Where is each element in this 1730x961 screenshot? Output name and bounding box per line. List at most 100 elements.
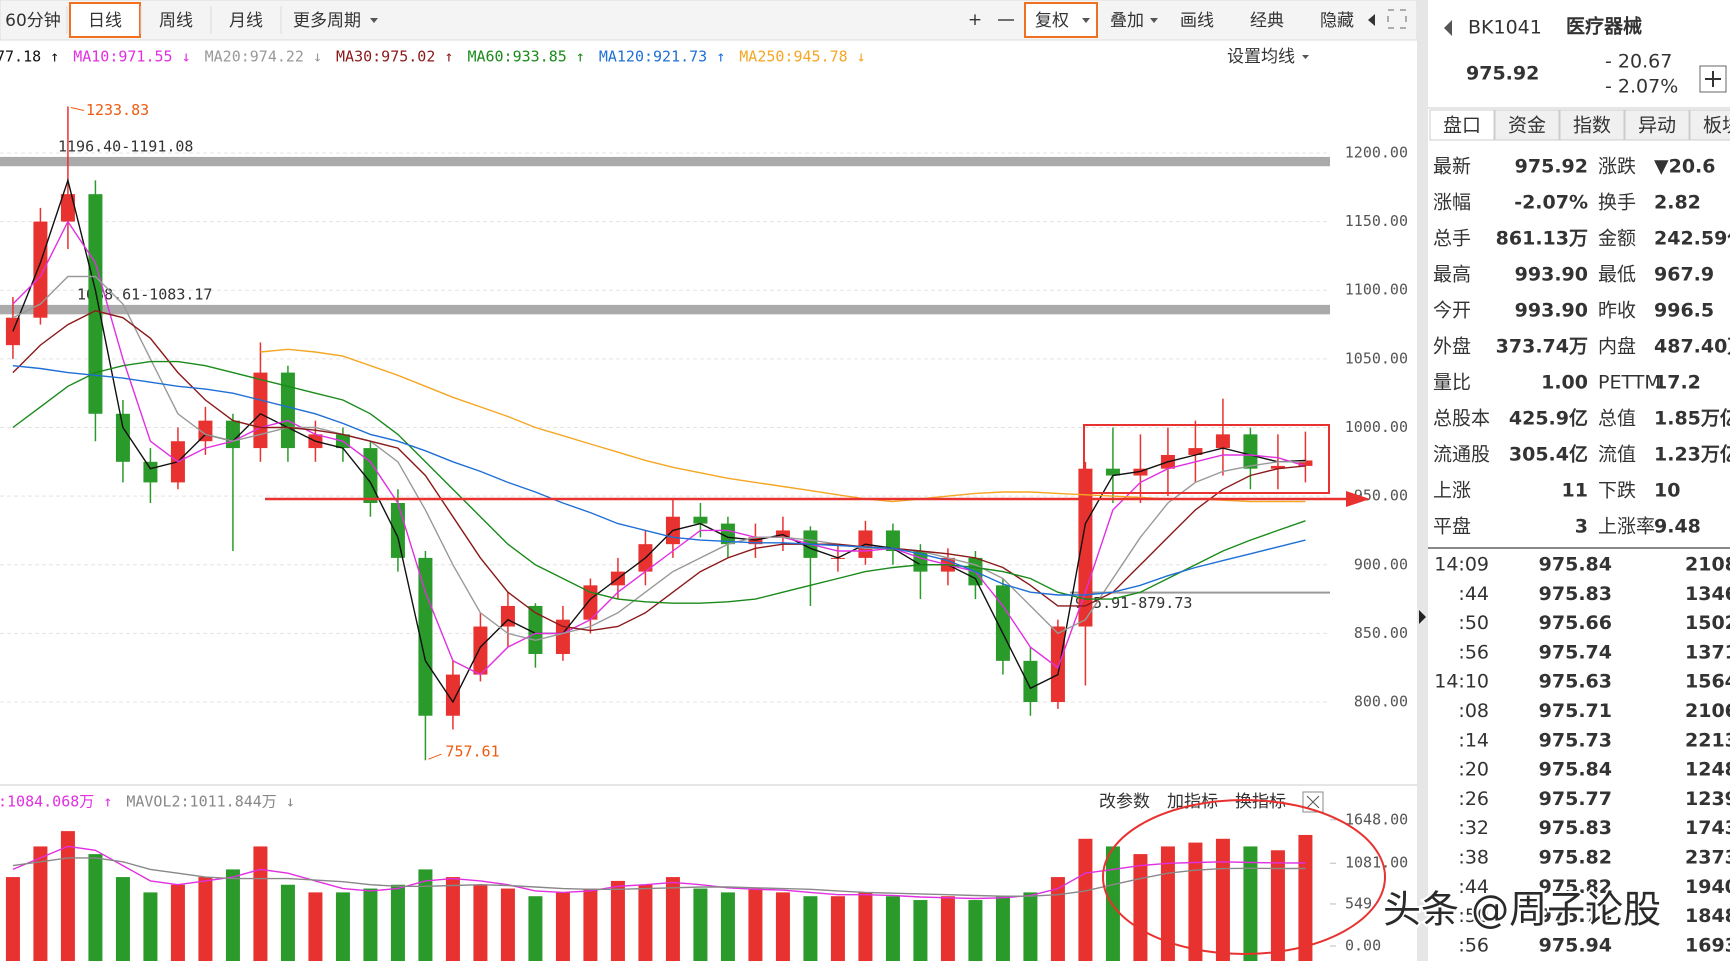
volume-bar — [913, 900, 928, 961]
period-button[interactable]: 60分钟 — [5, 11, 61, 31]
divider[interactable] — [1417, 0, 1428, 961]
tab[interactable]: 指数 — [1573, 115, 1611, 137]
period-button[interactable]: 更多周期 — [293, 11, 361, 31]
volume-bar — [363, 888, 378, 961]
volume-bar — [665, 877, 680, 961]
ma-line — [12, 365, 1306, 596]
tab-bg[interactable] — [1429, 109, 1495, 141]
collapse-arrow[interactable] — [1419, 610, 1426, 624]
tab[interactable]: 异动 — [1638, 115, 1676, 137]
tab[interactable]: 板块 — [1703, 115, 1730, 137]
field-label: 总手 — [1433, 228, 1471, 250]
volume-bar — [88, 854, 103, 961]
period-button[interactable]: 周线 — [159, 11, 193, 31]
zoom-in[interactable]: + — [968, 10, 982, 30]
back-arrow[interactable] — [1444, 20, 1452, 36]
volume-bar — [143, 892, 158, 961]
period-button[interactable]: 日线 — [88, 11, 122, 31]
y-tick-label: 1100.00 — [1345, 281, 1408, 299]
volume-bar — [33, 846, 48, 961]
indicator-button[interactable]: 改参数 — [1099, 792, 1150, 812]
legend-entry[interactable]: :1084.068万 ↑ — [0, 793, 112, 811]
tool-button[interactable]: 隐藏 — [1320, 11, 1354, 31]
y-tick-label: 850.00 — [1354, 624, 1408, 642]
ma-line — [12, 220, 1306, 676]
tool-button[interactable]: 叠加 — [1110, 11, 1144, 31]
volume-bar — [473, 884, 488, 961]
tab[interactable]: 盘口 — [1443, 115, 1481, 137]
tick-volume: 2106 — [1685, 700, 1730, 722]
name: 医疗器械 — [1566, 15, 1642, 38]
ma-settings[interactable]: 设置均线 — [1227, 47, 1295, 67]
tab[interactable]: 资金 — [1508, 115, 1546, 137]
add-icon — [1705, 71, 1721, 87]
code: BK1041 — [1468, 17, 1542, 39]
field-label: 量比 — [1433, 372, 1471, 394]
tick-time: 14:10 — [1434, 671, 1489, 693]
tab-bg[interactable] — [1494, 109, 1560, 141]
field-label: 最新 — [1433, 156, 1471, 178]
legend-entry[interactable]: MA20:974.22 ↓ — [205, 48, 322, 66]
tick-time: 14:09 — [1434, 554, 1489, 576]
field-value: 305.4亿 — [1509, 443, 1588, 466]
volume-bar — [555, 892, 570, 961]
tab-bg[interactable] — [1624, 109, 1690, 141]
volume-bar — [335, 892, 350, 961]
field-value: -2.07% — [1514, 192, 1588, 214]
candle-body — [473, 626, 488, 675]
field-label: 总值 — [1598, 408, 1636, 430]
field-label: PETTM — [1598, 372, 1661, 394]
peak-pointer — [70, 107, 85, 112]
volume-bar — [720, 892, 735, 961]
tick-volume: 1248 — [1685, 759, 1730, 781]
tool-button[interactable]: 经典 — [1250, 11, 1284, 31]
fullscreen-icon[interactable] — [1387, 9, 1407, 29]
volume-bar — [693, 888, 708, 961]
candle-body — [253, 372, 268, 449]
candle-body — [418, 557, 433, 716]
candle-body — [198, 420, 213, 442]
candle-body — [775, 530, 790, 538]
legend-entry[interactable]: MA250:945.78 ↓ — [739, 48, 865, 66]
y-tick-label: 900.00 — [1354, 555, 1408, 573]
indicator-button[interactable]: 加指标 — [1167, 792, 1218, 812]
candle-body — [88, 194, 103, 414]
legend-entry[interactable]: MA120:921.73 ↑ — [599, 48, 725, 66]
tick-time: :56 — [1458, 934, 1489, 956]
tick-time: :14 — [1458, 729, 1489, 751]
legend-entry[interactable]: 77.18 ↑ — [0, 48, 59, 66]
volume-bar — [198, 877, 213, 961]
legend-entry[interactable]: MA10:971.55 ↓ — [73, 48, 190, 66]
field-value: 242.59亿 — [1654, 227, 1730, 250]
period-button[interactable]: 月线 — [229, 11, 263, 31]
legend-entry[interactable]: MA30:975.02 ↑ — [336, 48, 453, 66]
tab-bg[interactable] — [1689, 109, 1730, 141]
tick-volume: 1502 — [1685, 612, 1730, 634]
field-label: 最高 — [1433, 264, 1471, 286]
tab-bg[interactable] — [1559, 109, 1625, 141]
field-label: 外盘 — [1433, 336, 1471, 358]
tick-price: 975.84 — [1539, 759, 1612, 781]
indicator-button[interactable]: 换指标 — [1235, 792, 1286, 812]
price-plot — [5, 106, 1313, 761]
candle-body — [143, 461, 158, 483]
tick-volume: 2213 — [1685, 729, 1730, 751]
dropdown-icon — [1302, 55, 1309, 59]
tool-button[interactable]: 画线 — [1180, 11, 1214, 31]
y-tick-label: 1200.00 — [1345, 143, 1408, 161]
tool-button[interactable]: 复权 — [1035, 11, 1069, 31]
legend-entry[interactable]: MA60:933.85 ↑ — [467, 48, 584, 66]
field-value: 3 — [1575, 516, 1588, 538]
field-label: 最低 — [1598, 264, 1636, 286]
field-label: 流值 — [1598, 444, 1636, 466]
field-value: 487.40万 — [1654, 336, 1730, 358]
candle-body — [1298, 460, 1313, 466]
field-value: 10 — [1654, 480, 1680, 502]
field-value: 2.82 — [1654, 192, 1701, 214]
volume-bar — [280, 884, 295, 961]
legend-entry[interactable]: MAVOL2:1011.844万 ↓ — [126, 793, 295, 811]
trough-pointer — [428, 753, 442, 760]
ma-line — [12, 857, 1306, 897]
field-label: 平盘 — [1433, 516, 1471, 538]
candle-body — [445, 674, 460, 716]
